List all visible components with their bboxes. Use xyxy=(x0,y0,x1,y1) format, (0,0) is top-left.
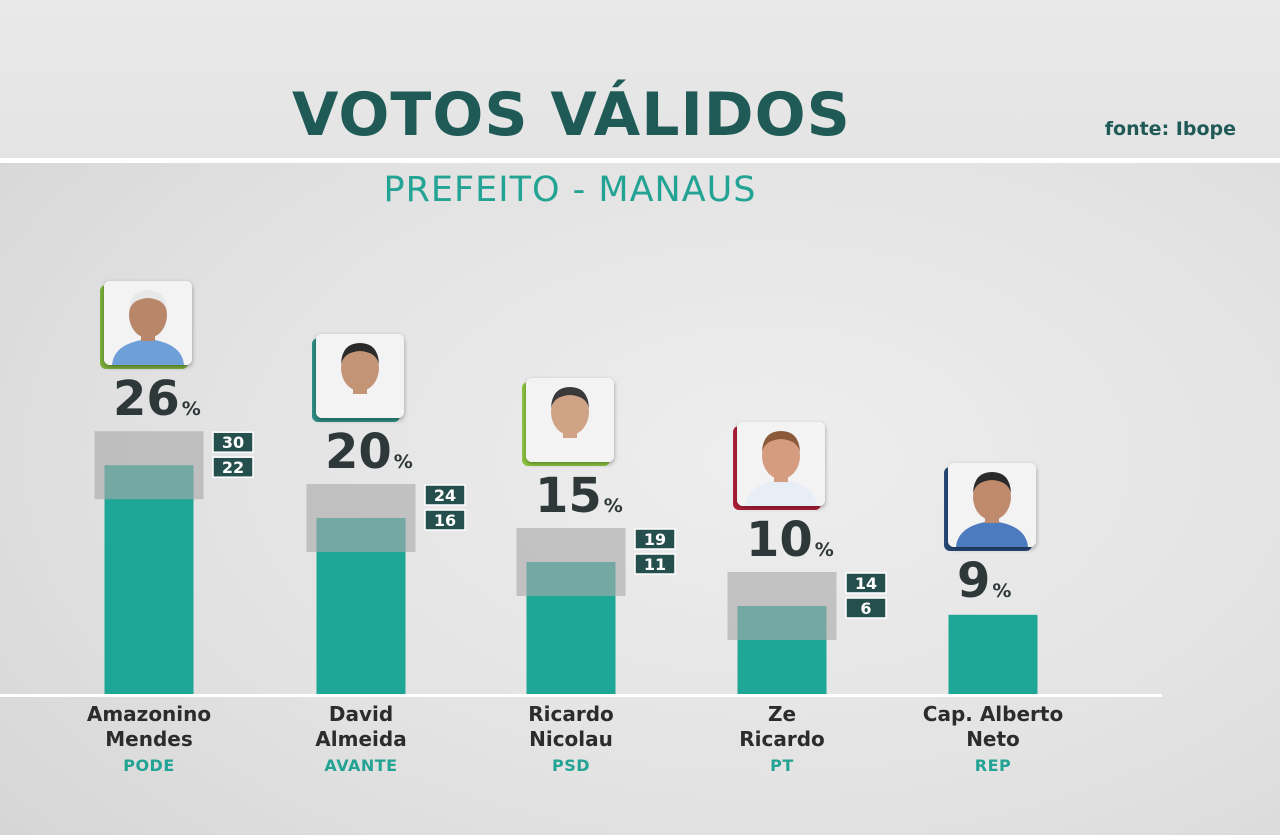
bar xyxy=(948,614,1038,694)
candidate-photo xyxy=(526,378,614,462)
bar xyxy=(104,465,194,694)
candidate-name: Ricardo Nicolau xyxy=(528,702,614,751)
value-label: 20% xyxy=(325,424,413,480)
value-number: 9 xyxy=(957,552,991,609)
upper-margin-badge xyxy=(212,431,254,453)
candidate-photo xyxy=(948,462,1036,547)
value-number: 15 xyxy=(535,468,602,524)
upper-margin-value: 30 xyxy=(222,433,244,452)
percent-sign: % xyxy=(992,579,1012,602)
portrait-icon xyxy=(316,334,404,418)
upper-margin-badge xyxy=(845,572,887,594)
candidate-name: David Almeida xyxy=(315,702,407,751)
candidate-name: Ze Ricardo xyxy=(739,702,825,751)
candidate-party: PODE xyxy=(123,756,175,775)
header-band xyxy=(0,0,1280,158)
portrait-icon xyxy=(104,281,192,366)
margin-band xyxy=(516,528,626,596)
lower-margin-badge xyxy=(212,456,254,478)
candidate-photo xyxy=(316,334,404,418)
value-number: 20 xyxy=(325,424,392,480)
lower-margin-badge xyxy=(845,597,887,619)
portrait-icon xyxy=(737,422,825,506)
upper-margin-value: 19 xyxy=(644,530,666,549)
candidate-name: Amazonino Mendes xyxy=(86,702,212,751)
lower-margin-value: 6 xyxy=(860,599,871,618)
candidate-party: AVANTE xyxy=(324,756,398,775)
lower-margin-value: 11 xyxy=(644,555,666,574)
value-label: 15% xyxy=(535,468,623,524)
candidate-party: PSD xyxy=(551,756,591,775)
candidate-photo xyxy=(737,422,825,506)
percent-sign: % xyxy=(393,451,413,473)
margin-band xyxy=(727,572,837,640)
candidate-name: Cap. Alberto Neto xyxy=(922,702,1064,751)
margin-band xyxy=(306,484,416,552)
source-label: fonte: Ibope xyxy=(1104,118,1236,140)
candidate-label: Amazonino Mendes PODE xyxy=(64,702,234,775)
percent-sign: % xyxy=(603,495,623,517)
value-label: 10% xyxy=(746,512,834,568)
value-number: 26 xyxy=(113,371,180,428)
upper-margin-badge xyxy=(634,528,676,550)
margin-band xyxy=(94,431,204,500)
chart-subtitle: PREFEITO - MANAUS xyxy=(383,170,757,210)
candidate-party: REP xyxy=(974,756,1012,775)
candidate-label: Cap. Alberto Neto REP xyxy=(908,702,1078,775)
upper-margin-value: 24 xyxy=(434,486,456,505)
lower-margin-value: 22 xyxy=(222,458,244,477)
lower-margin-value: 16 xyxy=(434,511,456,530)
value-number: 10 xyxy=(746,512,813,568)
percent-sign: % xyxy=(814,539,834,561)
candidate-label: Ricardo Nicolau PSD xyxy=(486,702,656,775)
candidate-label: David Almeida AVANTE xyxy=(276,702,446,775)
portrait-icon xyxy=(948,462,1036,547)
value-label: 9% xyxy=(957,553,1011,609)
candidate-photo xyxy=(104,281,192,366)
value-label: 26% xyxy=(113,371,201,427)
candidate-label: Ze Ricardo PT xyxy=(697,702,867,775)
lower-margin-badge xyxy=(424,509,466,531)
candidate-party: PT xyxy=(770,756,794,775)
chart-title: VOTOS VÁLIDOS xyxy=(292,80,851,150)
header-divider xyxy=(0,158,1280,163)
upper-margin-badge xyxy=(424,484,466,506)
lower-margin-badge xyxy=(634,553,676,575)
upper-margin-value: 14 xyxy=(855,574,877,593)
baseline-axis xyxy=(0,694,1162,697)
portrait-icon xyxy=(526,378,614,462)
percent-sign: % xyxy=(181,398,201,421)
